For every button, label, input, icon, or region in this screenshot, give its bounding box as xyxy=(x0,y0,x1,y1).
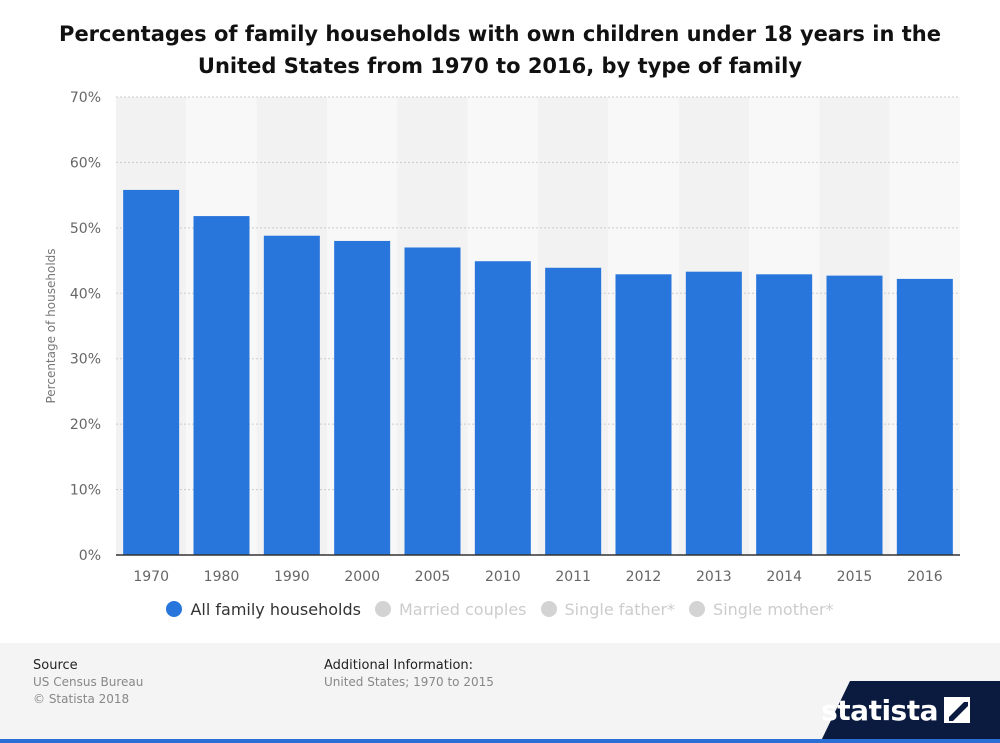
statista-logo[interactable]: statista xyxy=(810,643,1000,743)
bar-1970[interactable] xyxy=(123,189,180,555)
bar-1980[interactable] xyxy=(193,216,250,555)
brand-name: statista xyxy=(821,694,938,727)
additional-info-block: Additional Information: United States; 1… xyxy=(324,657,494,691)
legend-item[interactable]: Married couples xyxy=(374,599,527,619)
x-tick-label: 2013 xyxy=(696,569,732,585)
x-tick-label: 1980 xyxy=(204,569,240,585)
bar-2000[interactable] xyxy=(334,240,391,555)
x-axis-ticks: 1970 1980 1990 2000 2005 2010 2011 2012 2013 2014… xyxy=(133,569,942,585)
bar-2013[interactable] xyxy=(685,271,742,555)
y-tick-label: 20% xyxy=(70,417,101,433)
source-line: US Census Bureau xyxy=(33,675,144,689)
source-block: Source US Census Bureau © Statista 2018 xyxy=(33,657,143,708)
x-tick-label: 2014 xyxy=(766,569,802,585)
legend-label: Single mother* xyxy=(713,599,834,619)
footer: Source US Census Bureau © Statista 2018 … xyxy=(0,643,1000,743)
legend-dot-icon xyxy=(166,601,183,617)
x-tick-label: 2012 xyxy=(626,569,662,585)
x-tick-label: 1990 xyxy=(274,569,310,585)
bottom-accent-line xyxy=(0,739,1000,743)
bar-chart: 0% 10% 20% 30% 40% 50% 60% 70% 1970 1980 1990 2000… xyxy=(44,90,960,585)
legend-label: All family households xyxy=(190,599,361,619)
statista-logo-icon xyxy=(944,697,970,723)
x-tick-label: 2000 xyxy=(344,569,380,585)
legend-label: Married couples xyxy=(398,599,527,619)
legend-item[interactable]: All family households xyxy=(166,600,361,619)
source-heading: Source xyxy=(33,658,78,673)
x-tick-label: 2010 xyxy=(485,569,521,585)
bars xyxy=(123,189,953,556)
y-tick-label: 10% xyxy=(70,483,101,499)
y-tick-label: 30% xyxy=(70,352,101,368)
legend-dot-icon xyxy=(374,601,391,617)
legend-label: Single father* xyxy=(564,599,676,619)
legend-item[interactable]: Single mother* xyxy=(689,599,834,619)
x-tick-label: 2016 xyxy=(907,569,943,585)
additional-info-heading: Additional Information: xyxy=(324,658,474,673)
bar-1990[interactable] xyxy=(263,235,320,556)
legend-dot-icon xyxy=(689,601,706,617)
y-axis-label: Percentage of households xyxy=(44,248,58,403)
y-tick-label: 50% xyxy=(70,221,101,237)
y-tick-label: 70% xyxy=(70,90,101,106)
additional-info-text: United States; 1970 to 2015 xyxy=(324,675,494,689)
chart-title: Percentages of family households with ow… xyxy=(59,22,941,78)
x-tick-label: 2005 xyxy=(415,569,451,585)
copyright-line: © Statista 2018 xyxy=(33,692,130,706)
legend: All family households Married couples Sing… xyxy=(0,596,1000,622)
legend-item[interactable]: Single father* xyxy=(540,599,676,619)
y-tick-label: 60% xyxy=(70,155,101,171)
bar-2015[interactable] xyxy=(826,275,883,555)
bar-2012[interactable] xyxy=(615,274,672,555)
y-axis-ticks: 0% 10% 20% 30% 40% 50% 60% 70% xyxy=(70,90,101,564)
x-tick-label: 2015 xyxy=(837,569,873,585)
bar-2014[interactable] xyxy=(756,274,813,555)
bar-2016[interactable] xyxy=(896,278,953,555)
bar-2011[interactable] xyxy=(545,267,602,555)
bar-2010[interactable] xyxy=(474,261,531,555)
legend-dot-icon xyxy=(540,601,557,617)
x-tick-label: 2011 xyxy=(555,569,591,585)
bar-2005[interactable] xyxy=(404,247,461,555)
y-tick-label: 0% xyxy=(79,548,101,564)
y-tick-label: 40% xyxy=(70,286,101,302)
logo-background xyxy=(820,681,1000,743)
grid-lines xyxy=(116,96,960,491)
x-tick-label: 1970 xyxy=(133,569,169,585)
